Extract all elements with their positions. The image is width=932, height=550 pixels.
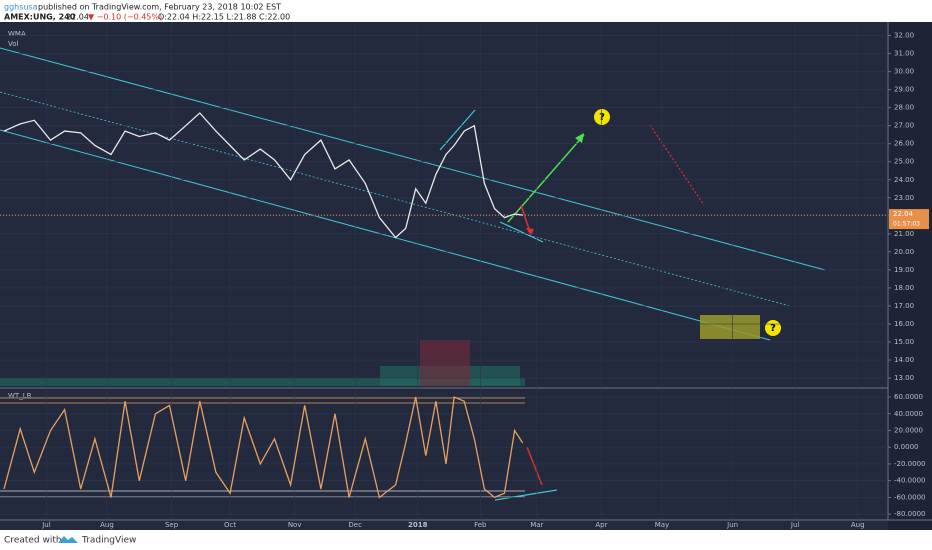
y-tick-label: -60.0000 [894, 493, 925, 501]
y-tick-label: 20.00 [894, 248, 914, 256]
y-tick-label: 0.0000 [894, 443, 919, 451]
arrow-head [526, 228, 534, 236]
x-tick-label: Feb [474, 521, 487, 529]
x-tick-label: Jul [41, 521, 51, 529]
volume-bars [0, 340, 525, 386]
y-tick-label: -40.0000 [894, 477, 925, 485]
price-axis-bg [888, 22, 932, 530]
channel-mid [0, 91, 791, 307]
osc-trend [494, 489, 558, 501]
footer-brand[interactable]: TradingView [81, 536, 136, 546]
x-tick-label: Aug [851, 521, 865, 529]
series-line [3, 396, 524, 499]
y-tick-label: 18.00 [894, 284, 914, 292]
series-line [3, 112, 523, 239]
y-tick-label: 16.00 [894, 320, 914, 328]
indicator-label: Vol [8, 40, 19, 48]
y-tick-label: 19.00 [894, 266, 914, 274]
arrow-head [575, 133, 584, 143]
y-tick-label: 60.0000 [894, 393, 923, 401]
x-tick-label: Dec [348, 521, 362, 529]
y-tick-label: -20.0000 [894, 460, 925, 468]
x-tick-label: Mar [530, 521, 543, 529]
x-tick-label: 2018 [408, 521, 428, 529]
y-tick-label: 32.00 [894, 32, 914, 40]
x-tick-label: Aug [100, 521, 114, 529]
y-tick-label: 30.00 [894, 68, 914, 76]
footer-bg [0, 530, 932, 550]
price-tag [889, 209, 929, 230]
x-tick-label: Apr [595, 521, 607, 529]
dotted-arrow [649, 124, 705, 206]
osc-arrow [526, 446, 543, 486]
question-mark: ? [599, 112, 605, 123]
y-tick-label: 27.00 [894, 122, 914, 130]
y-tick-label: 24.00 [894, 176, 914, 184]
x-tick-label: Oct [224, 521, 236, 529]
y-tick-label: 15.00 [894, 338, 914, 346]
y-tick-label: 28.00 [894, 104, 914, 112]
y-tick-label: 29.00 [894, 86, 914, 94]
symbol: AMEX:UNG, 240 [4, 13, 76, 22]
countdown: 01:57:03 [893, 221, 920, 228]
x-tick-label: May [655, 521, 669, 529]
y-tick-label: 14.00 [894, 356, 914, 364]
x-tick-label: Sep [165, 521, 179, 529]
y-tick-label: -80.0000 [894, 510, 925, 518]
y-tick-label: 25.00 [894, 158, 914, 166]
y-tick-label: 26.00 [894, 140, 914, 148]
up-arrow [507, 134, 585, 223]
trend-line [439, 109, 476, 151]
channel-lower [0, 129, 771, 341]
question-mark: ? [770, 323, 776, 334]
publisher[interactable]: gghsusa [4, 3, 38, 12]
question-badge [594, 109, 610, 125]
osc-title: WT_LB [8, 392, 32, 400]
x-tick-label: Jun [726, 521, 738, 529]
indicator-label: WMA [8, 30, 26, 38]
x-tick-label: Jul [790, 521, 800, 529]
y-tick-label: 23.00 [894, 194, 914, 202]
drawings [0, 47, 826, 501]
x-tick-label: Nov [288, 521, 302, 529]
down-arrow [520, 204, 531, 233]
y-tick-label: 13.00 [894, 374, 914, 382]
published-info: published on TradingView.com, February 2… [38, 3, 281, 12]
chart-bg [0, 22, 932, 530]
footer-created: Created with [4, 536, 62, 546]
target-box [700, 315, 760, 339]
tv-logo [58, 536, 78, 543]
trend-line [499, 221, 544, 243]
y-tick-label: 31.00 [894, 50, 914, 58]
y-tick-label: 17.00 [894, 302, 914, 310]
current-price: 22.04 [893, 210, 914, 218]
y-tick-label: 40.0000 [894, 410, 923, 418]
ohlc: O:22.04 H:22.15 L:21.88 C:22.00 [158, 13, 290, 22]
channel-upper [0, 47, 826, 271]
change: ▼ −0.10 (−0.45%) [88, 13, 162, 22]
last-price: 22.04 [66, 13, 89, 22]
y-tick-label: 20.0000 [894, 426, 923, 434]
y-tick-label: 21.00 [894, 230, 914, 238]
